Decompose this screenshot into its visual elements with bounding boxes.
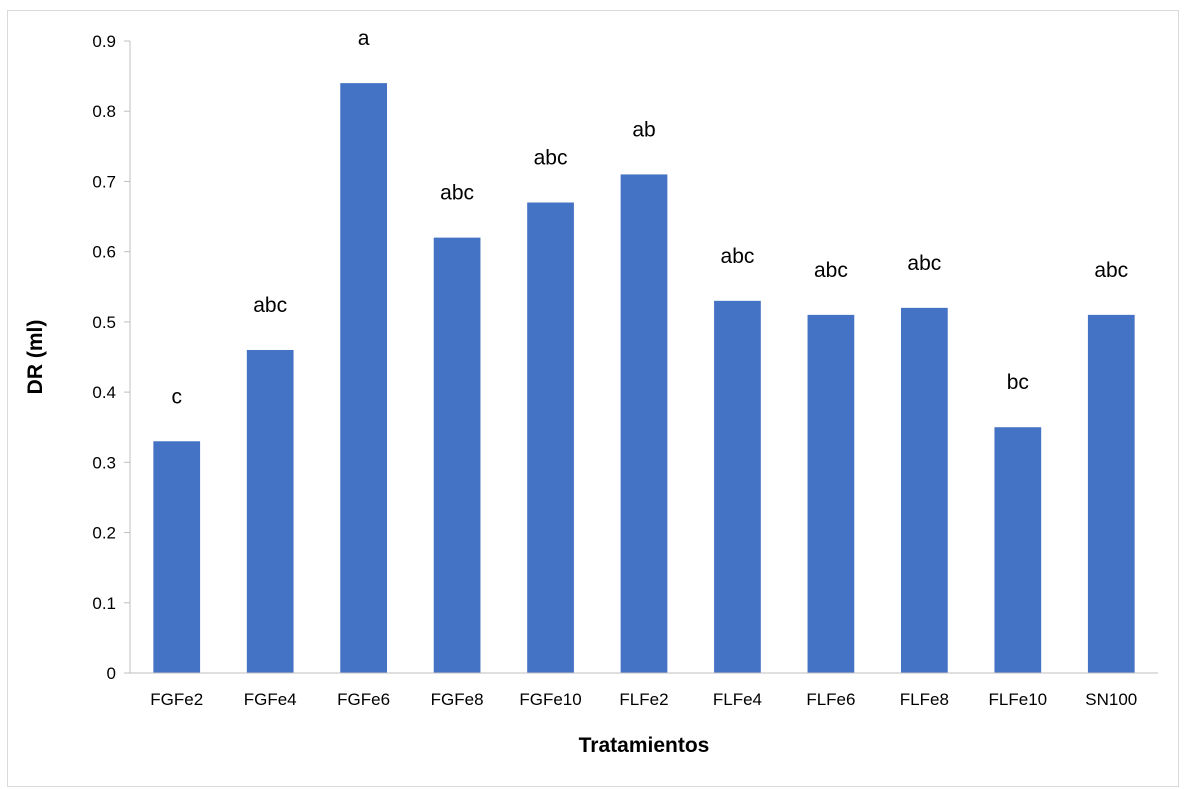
- bar-flfe8: [901, 307, 948, 673]
- bar-fgfe10: [527, 202, 574, 673]
- bar-letter-label: abc: [814, 259, 848, 282]
- x-tick-label: FLFe10: [989, 690, 1048, 709]
- x-tick-label: FLFe8: [900, 690, 949, 709]
- x-axis-title: Tratamientos: [579, 734, 710, 757]
- x-tick-label: SN100: [1085, 690, 1137, 709]
- bar-fgfe8: [433, 237, 481, 673]
- bar-letter-label: abc: [534, 147, 568, 170]
- bar-letter-label: abc: [440, 182, 474, 205]
- y-tick-label: 0.9: [92, 32, 116, 51]
- bar-sn100: [1087, 314, 1135, 673]
- x-tick-label: FGFe8: [431, 690, 484, 709]
- y-axis-title: DR (ml): [24, 320, 47, 395]
- bar-letter-label: abc: [1094, 259, 1128, 282]
- bar-letter-labels: c abc a abc abc ab abc abc abc bc abc: [171, 27, 1128, 408]
- bar-flfe6: [807, 314, 855, 673]
- y-tick-label: 0.1: [92, 594, 116, 613]
- bar-letter-label: abc: [907, 252, 941, 275]
- x-tick-label: FGFe6: [337, 690, 390, 709]
- y-axis-ticks: 0 0.1 0.2 0.3 0.4 0.5 0.6 0.7 0.8 0.9: [92, 32, 130, 683]
- y-tick-label: 0.5: [92, 313, 116, 332]
- x-tick-label: FGFe10: [519, 690, 581, 709]
- y-tick-label: 0.8: [92, 102, 116, 121]
- bar-fgfe2: [153, 441, 201, 673]
- bars-group: [153, 83, 1135, 674]
- x-tick-label: FGFe4: [244, 690, 297, 709]
- x-axis-ticks: FGFe2 FGFe4 FGFe6 FGFe8 FGFe10 FLFe2 FLFe4 FLFe…: [150, 690, 1137, 709]
- y-tick-label: 0.6: [92, 243, 116, 262]
- bar-fgfe4: [246, 349, 294, 673]
- bar-letter-label: ab: [632, 118, 655, 141]
- y-tick-label: 0.2: [92, 524, 116, 543]
- bar-letter-label: abc: [721, 245, 755, 268]
- bar-fgfe6: [340, 83, 387, 674]
- bar-flfe4: [714, 300, 761, 673]
- x-tick-label: FLFe6: [806, 690, 855, 709]
- x-tick-label: FLFe4: [713, 690, 762, 709]
- y-tick-label: 0.4: [92, 383, 116, 402]
- bar-flfe10: [994, 427, 1042, 673]
- bar-letter-label: a: [358, 27, 370, 50]
- bar-letter-label: bc: [1007, 371, 1029, 394]
- chart-frame: [7, 10, 1179, 787]
- bar-letter-label: c: [171, 385, 182, 408]
- bar-flfe2: [620, 174, 668, 673]
- y-tick-label: 0.3: [92, 453, 116, 472]
- bar-letter-label: abc: [253, 294, 287, 317]
- y-tick-label: 0: [107, 664, 116, 683]
- y-tick-label: 0.7: [92, 172, 116, 191]
- x-tick-label: FLFe2: [619, 690, 668, 709]
- x-tick-label: FGFe2: [150, 690, 203, 709]
